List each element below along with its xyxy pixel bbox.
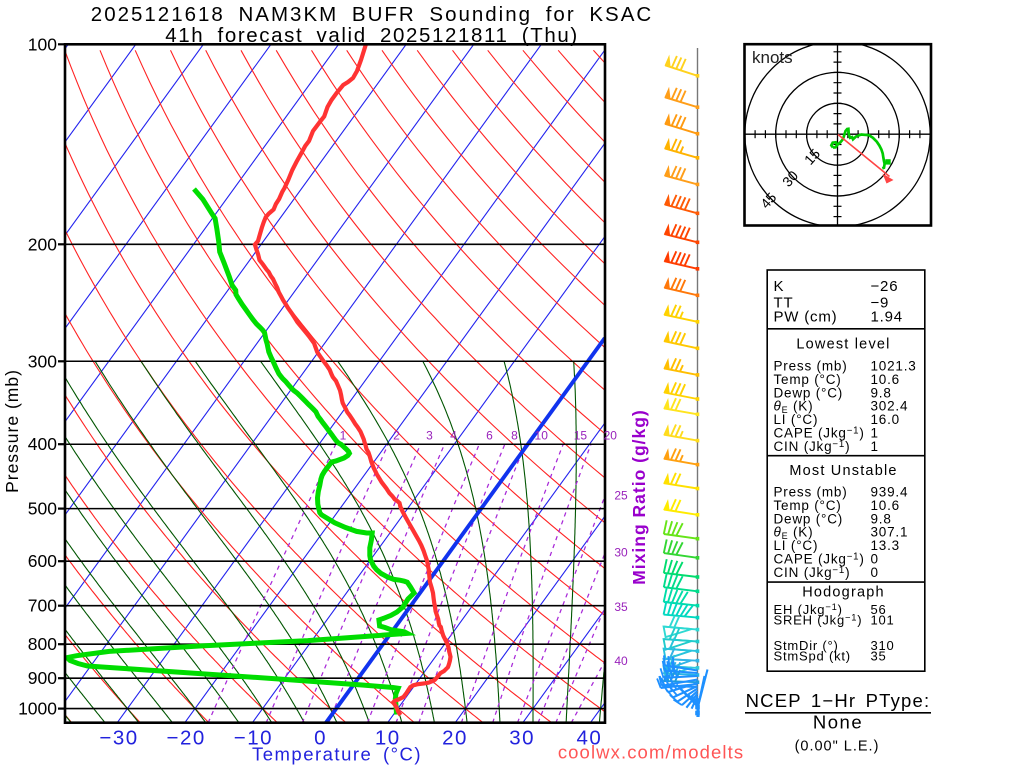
svg-text:20: 20 xyxy=(604,429,618,443)
svg-text:30: 30 xyxy=(614,546,628,560)
svg-text:25: 25 xyxy=(614,489,628,503)
svg-text:None: None xyxy=(813,712,863,733)
svg-text:StmSpd (kt): StmSpd (kt) xyxy=(774,649,851,664)
svg-text:CIN (Jkg−1): CIN (Jkg−1) xyxy=(774,565,851,580)
svg-text:1.94: 1.94 xyxy=(871,309,903,326)
svg-text:13.3: 13.3 xyxy=(871,538,900,553)
svg-text:30: 30 xyxy=(509,727,535,750)
svg-text:9.8: 9.8 xyxy=(871,385,892,400)
svg-text:LI (°C): LI (°C) xyxy=(774,412,819,427)
svg-text:310: 310 xyxy=(871,638,895,653)
svg-text:4: 4 xyxy=(450,429,457,443)
svg-text:600: 600 xyxy=(28,551,57,571)
svg-text:SREH (Jkg−1): SREH (Jkg−1) xyxy=(774,612,863,628)
svg-text:10.6: 10.6 xyxy=(871,372,900,387)
svg-text:6: 6 xyxy=(486,429,493,443)
svg-text:−10: −10 xyxy=(234,727,273,750)
svg-text:20: 20 xyxy=(442,727,468,750)
svg-text:41h forecast valid 2025121811: 41h forecast valid 2025121811 (Thu) xyxy=(165,24,579,47)
svg-text:9.8: 9.8 xyxy=(871,511,892,526)
svg-text:900: 900 xyxy=(28,668,57,688)
svg-text:200: 200 xyxy=(28,234,57,254)
svg-text:Temp (°C): Temp (°C) xyxy=(774,372,842,387)
svg-text:100: 100 xyxy=(28,34,57,54)
svg-text:939.4: 939.4 xyxy=(871,485,909,500)
svg-text:StmDir (°): StmDir (°) xyxy=(774,638,839,653)
svg-text:−30: −30 xyxy=(99,727,138,750)
svg-text:CAPE (Jkg−1): CAPE (Jkg−1) xyxy=(774,552,865,567)
svg-text:1021.3: 1021.3 xyxy=(871,359,917,374)
svg-text:Temp (°C): Temp (°C) xyxy=(774,498,842,513)
svg-text:101: 101 xyxy=(871,613,895,628)
svg-text:0: 0 xyxy=(314,727,327,750)
svg-text:2025121618 NAM3KM BUFR Soundin: 2025121618 NAM3KM BUFR Sounding for KSAC xyxy=(91,3,653,26)
svg-text:15: 15 xyxy=(574,429,588,443)
svg-text:35: 35 xyxy=(614,600,628,614)
svg-text:Temperature (°C): Temperature (°C) xyxy=(252,744,422,765)
svg-text:1: 1 xyxy=(340,429,347,443)
svg-text:16.0: 16.0 xyxy=(871,412,900,427)
svg-text:−20: −20 xyxy=(167,727,206,750)
svg-text:40: 40 xyxy=(614,654,628,668)
svg-text:Hodograph: Hodograph xyxy=(802,585,885,601)
svg-text:40: 40 xyxy=(576,727,602,750)
svg-text:500: 500 xyxy=(28,499,57,519)
svg-text:Dewp (°C): Dewp (°C) xyxy=(774,511,844,526)
svg-text:Press (mb): Press (mb) xyxy=(774,359,848,374)
svg-text:PW (cm): PW (cm) xyxy=(774,309,838,326)
svg-text:K: K xyxy=(774,278,785,295)
svg-text:Dewp (°C): Dewp (°C) xyxy=(774,385,844,400)
svg-text:(0.00" L.E.): (0.00" L.E.) xyxy=(795,739,880,755)
svg-text:1: 1 xyxy=(871,439,879,454)
svg-text:8: 8 xyxy=(511,429,518,443)
svg-text:Mixing Ratio (g/kg): Mixing Ratio (g/kg) xyxy=(629,409,649,585)
svg-text:CIN (Jkg−1): CIN (Jkg−1) xyxy=(774,439,851,454)
svg-text:coolwx.com/modelts: coolwx.com/modelts xyxy=(558,742,744,763)
svg-text:LI (°C): LI (°C) xyxy=(774,538,819,553)
svg-text:0: 0 xyxy=(871,552,879,567)
svg-text:2: 2 xyxy=(393,429,400,443)
svg-text:1: 1 xyxy=(871,426,879,441)
svg-text:10: 10 xyxy=(535,429,549,443)
svg-text:θE (K): θE (K) xyxy=(774,399,814,416)
svg-text:10.6: 10.6 xyxy=(871,498,900,513)
svg-text:10: 10 xyxy=(375,727,401,750)
svg-text:Lowest level: Lowest level xyxy=(796,337,890,353)
svg-text:−9: −9 xyxy=(871,295,890,312)
svg-text:56: 56 xyxy=(871,602,887,617)
svg-text:3: 3 xyxy=(426,429,433,443)
svg-text:0: 0 xyxy=(871,565,879,580)
svg-text:Pressure (mb): Pressure (mb) xyxy=(2,369,22,493)
svg-text:Press (mb): Press (mb) xyxy=(774,485,848,500)
svg-text:−26: −26 xyxy=(871,278,899,295)
svg-text:307.1: 307.1 xyxy=(871,525,909,540)
svg-text:EH (Jkg−1): EH (Jkg−1) xyxy=(774,601,843,617)
svg-text:1000: 1000 xyxy=(18,699,57,719)
svg-text:NCEP 1−Hr PType:: NCEP 1−Hr PType: xyxy=(746,690,931,711)
svg-text:knots: knots xyxy=(752,48,793,67)
svg-text:800: 800 xyxy=(28,634,57,654)
svg-text:300: 300 xyxy=(28,351,57,371)
svg-text:400: 400 xyxy=(28,434,57,454)
svg-text:TT: TT xyxy=(774,295,794,312)
svg-text:302.4: 302.4 xyxy=(871,399,909,414)
svg-text:CAPE (Jkg−1): CAPE (Jkg−1) xyxy=(774,426,865,441)
svg-text:35: 35 xyxy=(871,649,887,664)
svg-text:Most Unstable: Most Unstable xyxy=(789,463,897,479)
svg-text:θE (K): θE (K) xyxy=(774,525,814,542)
svg-text:700: 700 xyxy=(28,596,57,616)
